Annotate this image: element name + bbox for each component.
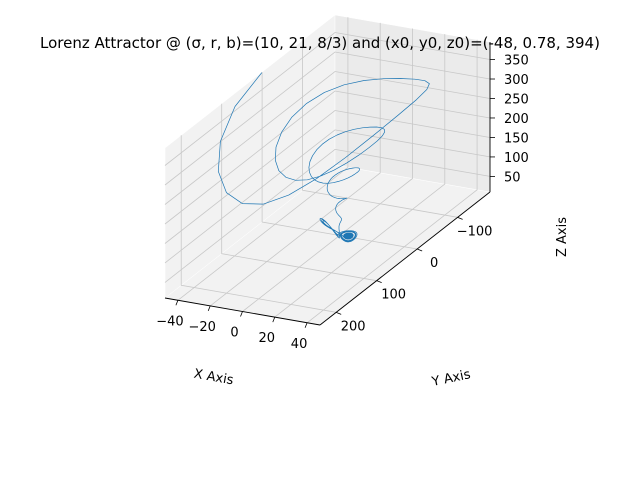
y-gridline-0 xyxy=(302,40,458,218)
y-tick-0 xyxy=(457,216,463,220)
x-axis-title: X Axis xyxy=(193,367,235,389)
x-tick-3 xyxy=(272,316,276,323)
z-gridline-6 xyxy=(164,32,491,166)
x-tick-0 xyxy=(175,300,179,306)
lorenz-trajectory xyxy=(217,72,430,243)
z-tick-label-0: 50 xyxy=(504,170,521,185)
z-gridline-4 xyxy=(164,71,491,205)
z-tick-label-4: 250 xyxy=(504,92,529,107)
x-tick-label-0: −40 xyxy=(156,314,183,329)
y-gridline-3 xyxy=(180,135,337,313)
y-gridline-2 xyxy=(221,103,377,282)
x-tick-4 xyxy=(304,322,308,328)
y-tick-label-2: 100 xyxy=(381,288,406,303)
z-gridline-0 xyxy=(164,148,491,283)
x-tick-2 xyxy=(240,311,243,317)
y-tick-3 xyxy=(336,311,342,315)
x-tick-label-4: 40 xyxy=(291,337,308,352)
z-tick-label-3: 200 xyxy=(504,112,529,127)
y-axis-title: Y Axis xyxy=(430,367,473,390)
y-axis-line xyxy=(319,191,491,326)
y-tick-label-3: 200 xyxy=(341,319,366,334)
z-tick-label-1: 100 xyxy=(504,151,529,166)
x-tick-1 xyxy=(207,305,211,312)
x-tick-label-1: −20 xyxy=(188,320,215,335)
x-tick-label-3: 20 xyxy=(259,331,276,346)
x-tick-label-2: 0 xyxy=(230,326,238,341)
chart-title: Lorenz Attractor @ (σ, r, b)=(10, 21, 8/… xyxy=(40,34,600,52)
y-tick-label-1: 0 xyxy=(430,256,438,271)
z-tick-label-2: 150 xyxy=(504,131,529,146)
y-tick-1 xyxy=(416,248,423,252)
z-axis-title: Z Axis xyxy=(555,217,570,257)
y-tick-label-0: −100 xyxy=(457,224,493,239)
z-gridline-1 xyxy=(164,129,491,264)
y-gridline-1 xyxy=(261,72,418,250)
z-tick-label-6: 350 xyxy=(504,54,529,69)
z-gridline-2 xyxy=(164,110,491,244)
y-tick-2 xyxy=(376,280,382,284)
z-tick-label-5: 300 xyxy=(504,73,529,88)
z-gridline-5 xyxy=(164,51,491,186)
